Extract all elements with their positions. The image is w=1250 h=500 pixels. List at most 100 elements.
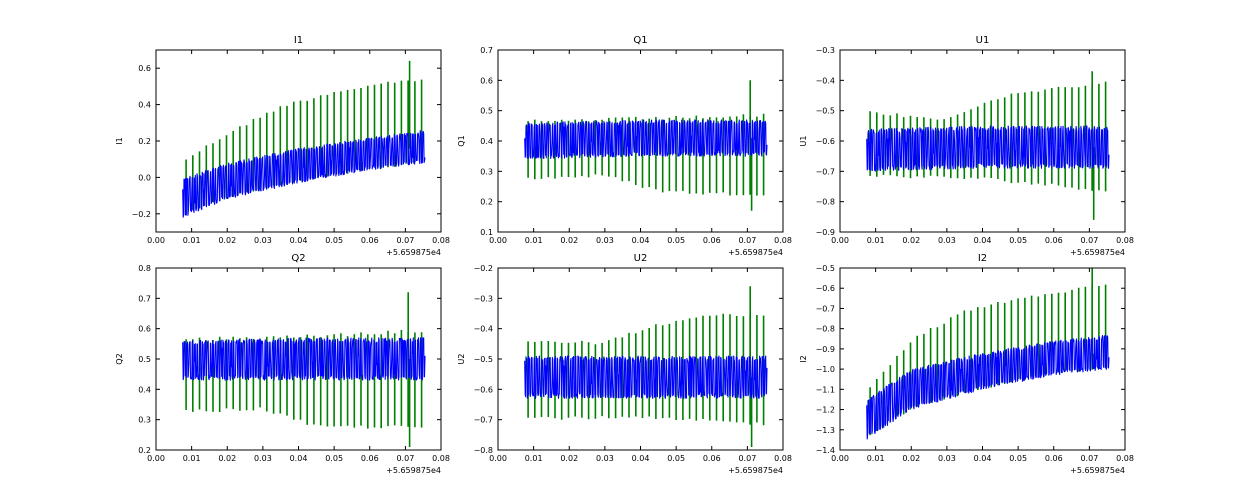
y-axis-label: I1: [115, 137, 124, 144]
y-tick-label: −0.4: [816, 76, 835, 85]
subplot-u2: 0.00 0.01 0.02 0.03 0.04 0.05 0.06 0.07 0.08 +5.6…: [457, 253, 792, 475]
x-offset-label: +5.659875e4: [386, 248, 441, 257]
series-line-primary: [182, 337, 426, 381]
subplot-grid: 0.00 0.01 0.02 0.03 0.04 0.05 0.06 0.07 0.08 +5.6…: [115, 35, 1134, 475]
x-tick-label: 0.07: [396, 236, 414, 245]
x-tick-label: 0.04: [290, 236, 308, 245]
y-tick-label: −0.8: [474, 446, 493, 455]
subplot-i2: 0.00 0.01 0.02 0.03 0.04 0.05 0.06 0.07 0.08 +5.6…: [799, 253, 1134, 475]
series-line-primary: [182, 130, 426, 218]
x-tick-label: 0.08: [1116, 236, 1134, 245]
x-tick-label: 0.04: [974, 454, 992, 463]
x-tick-label: 0.03: [254, 454, 272, 463]
x-tick-label: 0.02: [902, 236, 920, 245]
x-offset-label: +5.659875e4: [386, 466, 441, 475]
y-tick-label: 0.3: [480, 167, 493, 176]
y-tick-label: −0.9: [816, 228, 835, 237]
y-tick-label: 0.2: [138, 446, 151, 455]
y-tick-label: −1.1: [816, 385, 835, 394]
y-axis-label: Q2: [115, 353, 124, 364]
y-tick-label: −0.8: [816, 325, 835, 334]
y-tick-label: −1.2: [816, 406, 835, 415]
x-tick-label: 0.06: [703, 454, 721, 463]
x-tick-label: 0.05: [325, 236, 343, 245]
y-tick-label: −0.5: [474, 355, 493, 364]
y-tick-label: −0.5: [816, 264, 835, 273]
x-offset-label: +5.659875e4: [1070, 248, 1125, 257]
y-tick-label: 0.4: [138, 101, 151, 110]
subplot-title: Q2: [291, 253, 305, 264]
series-line-primary: [524, 119, 768, 160]
y-tick-label: 0.1: [480, 228, 493, 237]
y-tick-label: −0.6: [474, 385, 493, 394]
x-tick-label: 0.04: [290, 454, 308, 463]
x-tick-label: 0.01: [867, 454, 885, 463]
x-tick-label: 0.01: [183, 454, 201, 463]
y-tick-label: 0.0: [138, 173, 151, 182]
x-tick-label: 0.06: [1045, 236, 1063, 245]
x-tick-label: 0.07: [738, 236, 756, 245]
y-tick-label: −1.3: [816, 426, 835, 435]
x-tick-label: 0.00: [489, 454, 507, 463]
x-tick-label: 0.04: [632, 236, 650, 245]
y-tick-label: 0.5: [480, 107, 493, 116]
x-tick-label: 0.03: [254, 236, 272, 245]
y-tick-label: −0.9: [816, 345, 835, 354]
x-tick-label: 0.07: [396, 454, 414, 463]
y-tick-label: 0.6: [138, 64, 151, 73]
y-tick-label: 0.2: [138, 137, 151, 146]
x-tick-label: 0.01: [867, 236, 885, 245]
y-tick-label: −0.3: [816, 46, 835, 55]
y-tick-label: 0.3: [138, 416, 151, 425]
x-tick-label: 0.05: [1009, 454, 1027, 463]
subplot-q1: 0.00 0.01 0.02 0.03 0.04 0.05 0.06 0.07 0.08 +5.6…: [457, 35, 792, 257]
x-tick-label: 0.08: [1116, 454, 1134, 463]
x-tick-label: 0.08: [774, 454, 792, 463]
y-tick-label: 0.7: [480, 46, 493, 55]
series-line-primary: [866, 125, 1110, 172]
subplot-title: I1: [294, 35, 303, 46]
subplot-title: U1: [976, 35, 990, 46]
x-tick-label: 0.02: [218, 236, 236, 245]
x-tick-label: 0.00: [831, 454, 849, 463]
x-tick-label: 0.04: [974, 236, 992, 245]
x-tick-label: 0.04: [632, 454, 650, 463]
x-tick-label: 0.07: [1080, 236, 1098, 245]
y-tick-label: −0.7: [816, 167, 835, 176]
y-tick-label: −1.4: [816, 446, 835, 455]
y-tick-label: 0.4: [480, 137, 493, 146]
x-tick-label: 0.00: [489, 236, 507, 245]
y-tick-label: 0.6: [480, 76, 493, 85]
y-tick-label: −0.7: [816, 304, 835, 313]
x-tick-label: 0.03: [938, 454, 956, 463]
x-offset-label: +5.659875e4: [728, 466, 783, 475]
x-tick-label: 0.05: [667, 236, 685, 245]
y-tick-label: −1.0: [816, 365, 835, 374]
y-tick-label: −0.5: [816, 107, 835, 116]
y-tick-label: −0.6: [816, 137, 835, 146]
subplot-title: Q1: [633, 35, 647, 46]
y-tick-label: −0.6: [816, 284, 835, 293]
y-tick-label: 0.8: [138, 264, 151, 273]
x-tick-label: 0.02: [560, 236, 578, 245]
y-tick-label: 0.5: [138, 355, 151, 364]
y-tick-label: −0.8: [816, 198, 835, 207]
y-tick-label: −0.4: [474, 325, 493, 334]
y-tick-label: −0.3: [474, 294, 493, 303]
x-tick-label: 0.01: [525, 454, 543, 463]
x-tick-label: 0.02: [560, 454, 578, 463]
x-tick-label: 0.00: [147, 454, 165, 463]
x-tick-label: 0.00: [831, 236, 849, 245]
x-tick-label: 0.05: [1009, 236, 1027, 245]
subplot-q2: 0.00 0.01 0.02 0.03 0.04 0.05 0.06 0.07 0.08 +5.6…: [115, 253, 450, 475]
subplot-i1: 0.00 0.01 0.02 0.03 0.04 0.05 0.06 0.07 0.08 +5.6…: [115, 35, 450, 257]
y-axis-label: U1: [799, 136, 808, 147]
y-tick-label: 0.6: [138, 325, 151, 334]
x-tick-label: 0.01: [183, 236, 201, 245]
subplot-u1: 0.00 0.01 0.02 0.03 0.04 0.05 0.06 0.07 0.08 +5.6…: [799, 35, 1134, 257]
series-line-primary: [524, 355, 768, 399]
x-tick-label: 0.02: [902, 454, 920, 463]
x-tick-label: 0.00: [147, 236, 165, 245]
x-tick-label: 0.06: [703, 236, 721, 245]
